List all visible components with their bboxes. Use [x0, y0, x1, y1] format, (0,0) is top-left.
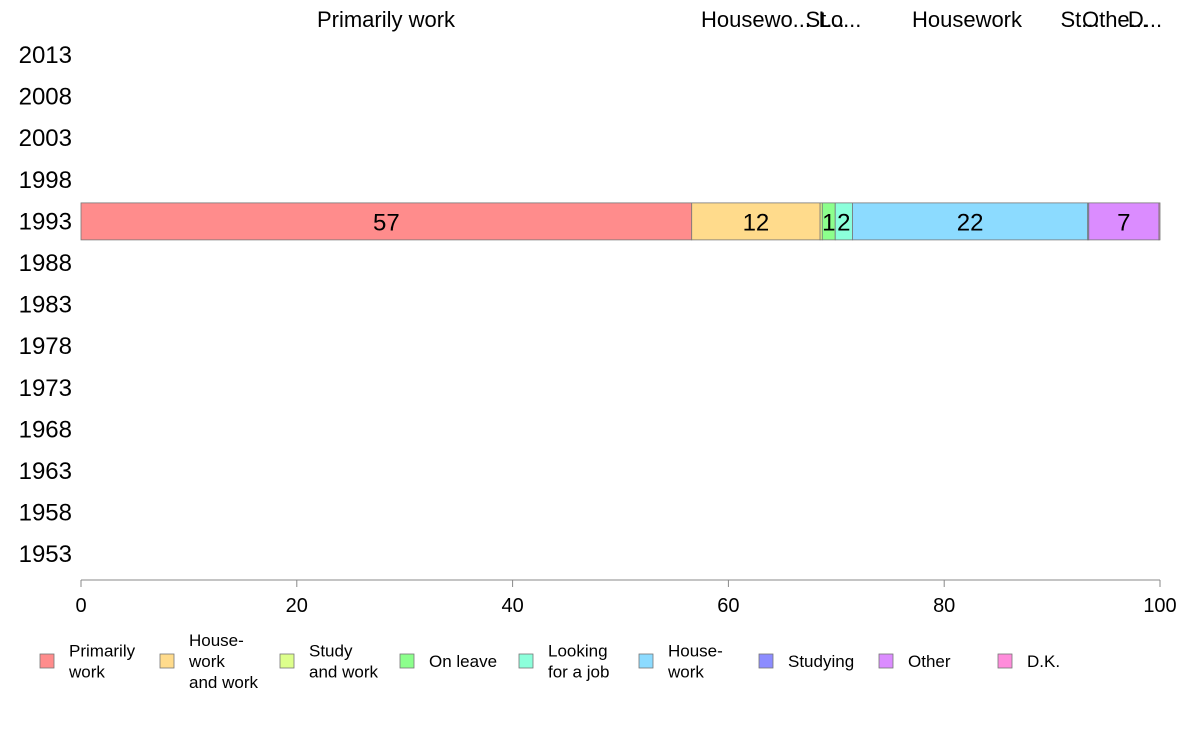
x-tick-label: 80	[933, 595, 955, 617]
x-axis: 0 20 40 60 80 100	[75, 579, 1177, 617]
bar-segment-d-k--1993	[1158, 202, 1161, 241]
y-label-1968: 1968	[19, 416, 72, 443]
y-label-1953: 1953	[19, 541, 72, 568]
legend-label: Studying	[788, 652, 854, 671]
legend-label: House-	[189, 631, 244, 650]
legend-label: for a job	[548, 663, 609, 682]
data-label-house-work-1993: 22	[957, 209, 984, 236]
top-label: St...	[805, 7, 844, 32]
legend-label: Other	[908, 652, 951, 671]
legend: Primarily work House-work and work Study and …	[39, 631, 1060, 692]
legend-label: Study	[309, 642, 353, 661]
top-labels: Primarily work Housewo...St...Lo... Housew…	[317, 7, 1162, 32]
top-label: Housewo...	[701, 7, 811, 32]
y-label-2013: 2013	[19, 42, 72, 69]
top-label: Primarily work	[317, 7, 456, 32]
x-tick-label: 40	[501, 595, 523, 617]
data-label-other-1993: 7	[1117, 209, 1130, 236]
data-label-primarily-work-1993: 57	[373, 209, 400, 236]
top-label: D...	[1128, 7, 1162, 32]
top-label: Housework	[912, 7, 1023, 32]
x-tick-label: 0	[75, 595, 86, 617]
legend-label: Looking	[548, 642, 608, 661]
bar-segment-house-work-and-work-1993	[691, 202, 821, 241]
top-label: Othe...	[1082, 7, 1148, 32]
y-label-1963: 1963	[19, 458, 72, 485]
legend-label: House-	[668, 642, 723, 661]
legend-label: D.K.	[1027, 652, 1060, 671]
y-label-1983: 1983	[19, 292, 72, 319]
x-tick-label: 100	[1143, 595, 1176, 617]
legend-label: and work	[189, 673, 258, 692]
legend-swatch	[399, 653, 415, 669]
legend-swatch	[279, 653, 295, 669]
legend-swatch	[39, 653, 55, 669]
y-label-1993: 1993	[19, 208, 72, 235]
y-label-2003: 2003	[19, 125, 72, 152]
legend-label: work	[667, 663, 704, 682]
y-label-1958: 1958	[19, 500, 72, 527]
legend-label: On leave	[429, 652, 497, 671]
legend-label: Primarily	[69, 642, 136, 661]
legend-swatch	[997, 653, 1013, 669]
y-label-1978: 1978	[19, 333, 72, 360]
y-label-2008: 2008	[19, 84, 72, 111]
y-label-1998: 1998	[19, 167, 72, 194]
x-tick-label: 60	[717, 595, 739, 617]
legend-swatch	[159, 653, 175, 669]
legend-label: and work	[309, 663, 378, 682]
legend-swatch	[878, 653, 894, 669]
legend-swatch	[638, 653, 654, 669]
legend-label: work	[188, 652, 225, 671]
data-label-on-leave-1993: 1	[822, 209, 835, 236]
y-axis-labels: 2013 2008 2003 1998 1993 1988 1983 1978 1973 1968…	[19, 42, 72, 568]
legend-label: work	[68, 663, 105, 682]
bars: 57 12 1 2 22 7	[80, 202, 1161, 241]
legend-swatch	[518, 653, 534, 669]
y-label-1973: 1973	[19, 375, 72, 402]
legend-swatch	[758, 653, 774, 669]
data-label-house-work-and-work-1993: 12	[743, 209, 770, 236]
y-label-1988: 1988	[19, 250, 72, 277]
data-label-looking-for-a-job-1993: 2	[837, 209, 850, 236]
x-tick-label: 20	[286, 595, 308, 617]
top-label: St...	[1060, 7, 1099, 32]
top-label: Lo...	[819, 7, 862, 32]
